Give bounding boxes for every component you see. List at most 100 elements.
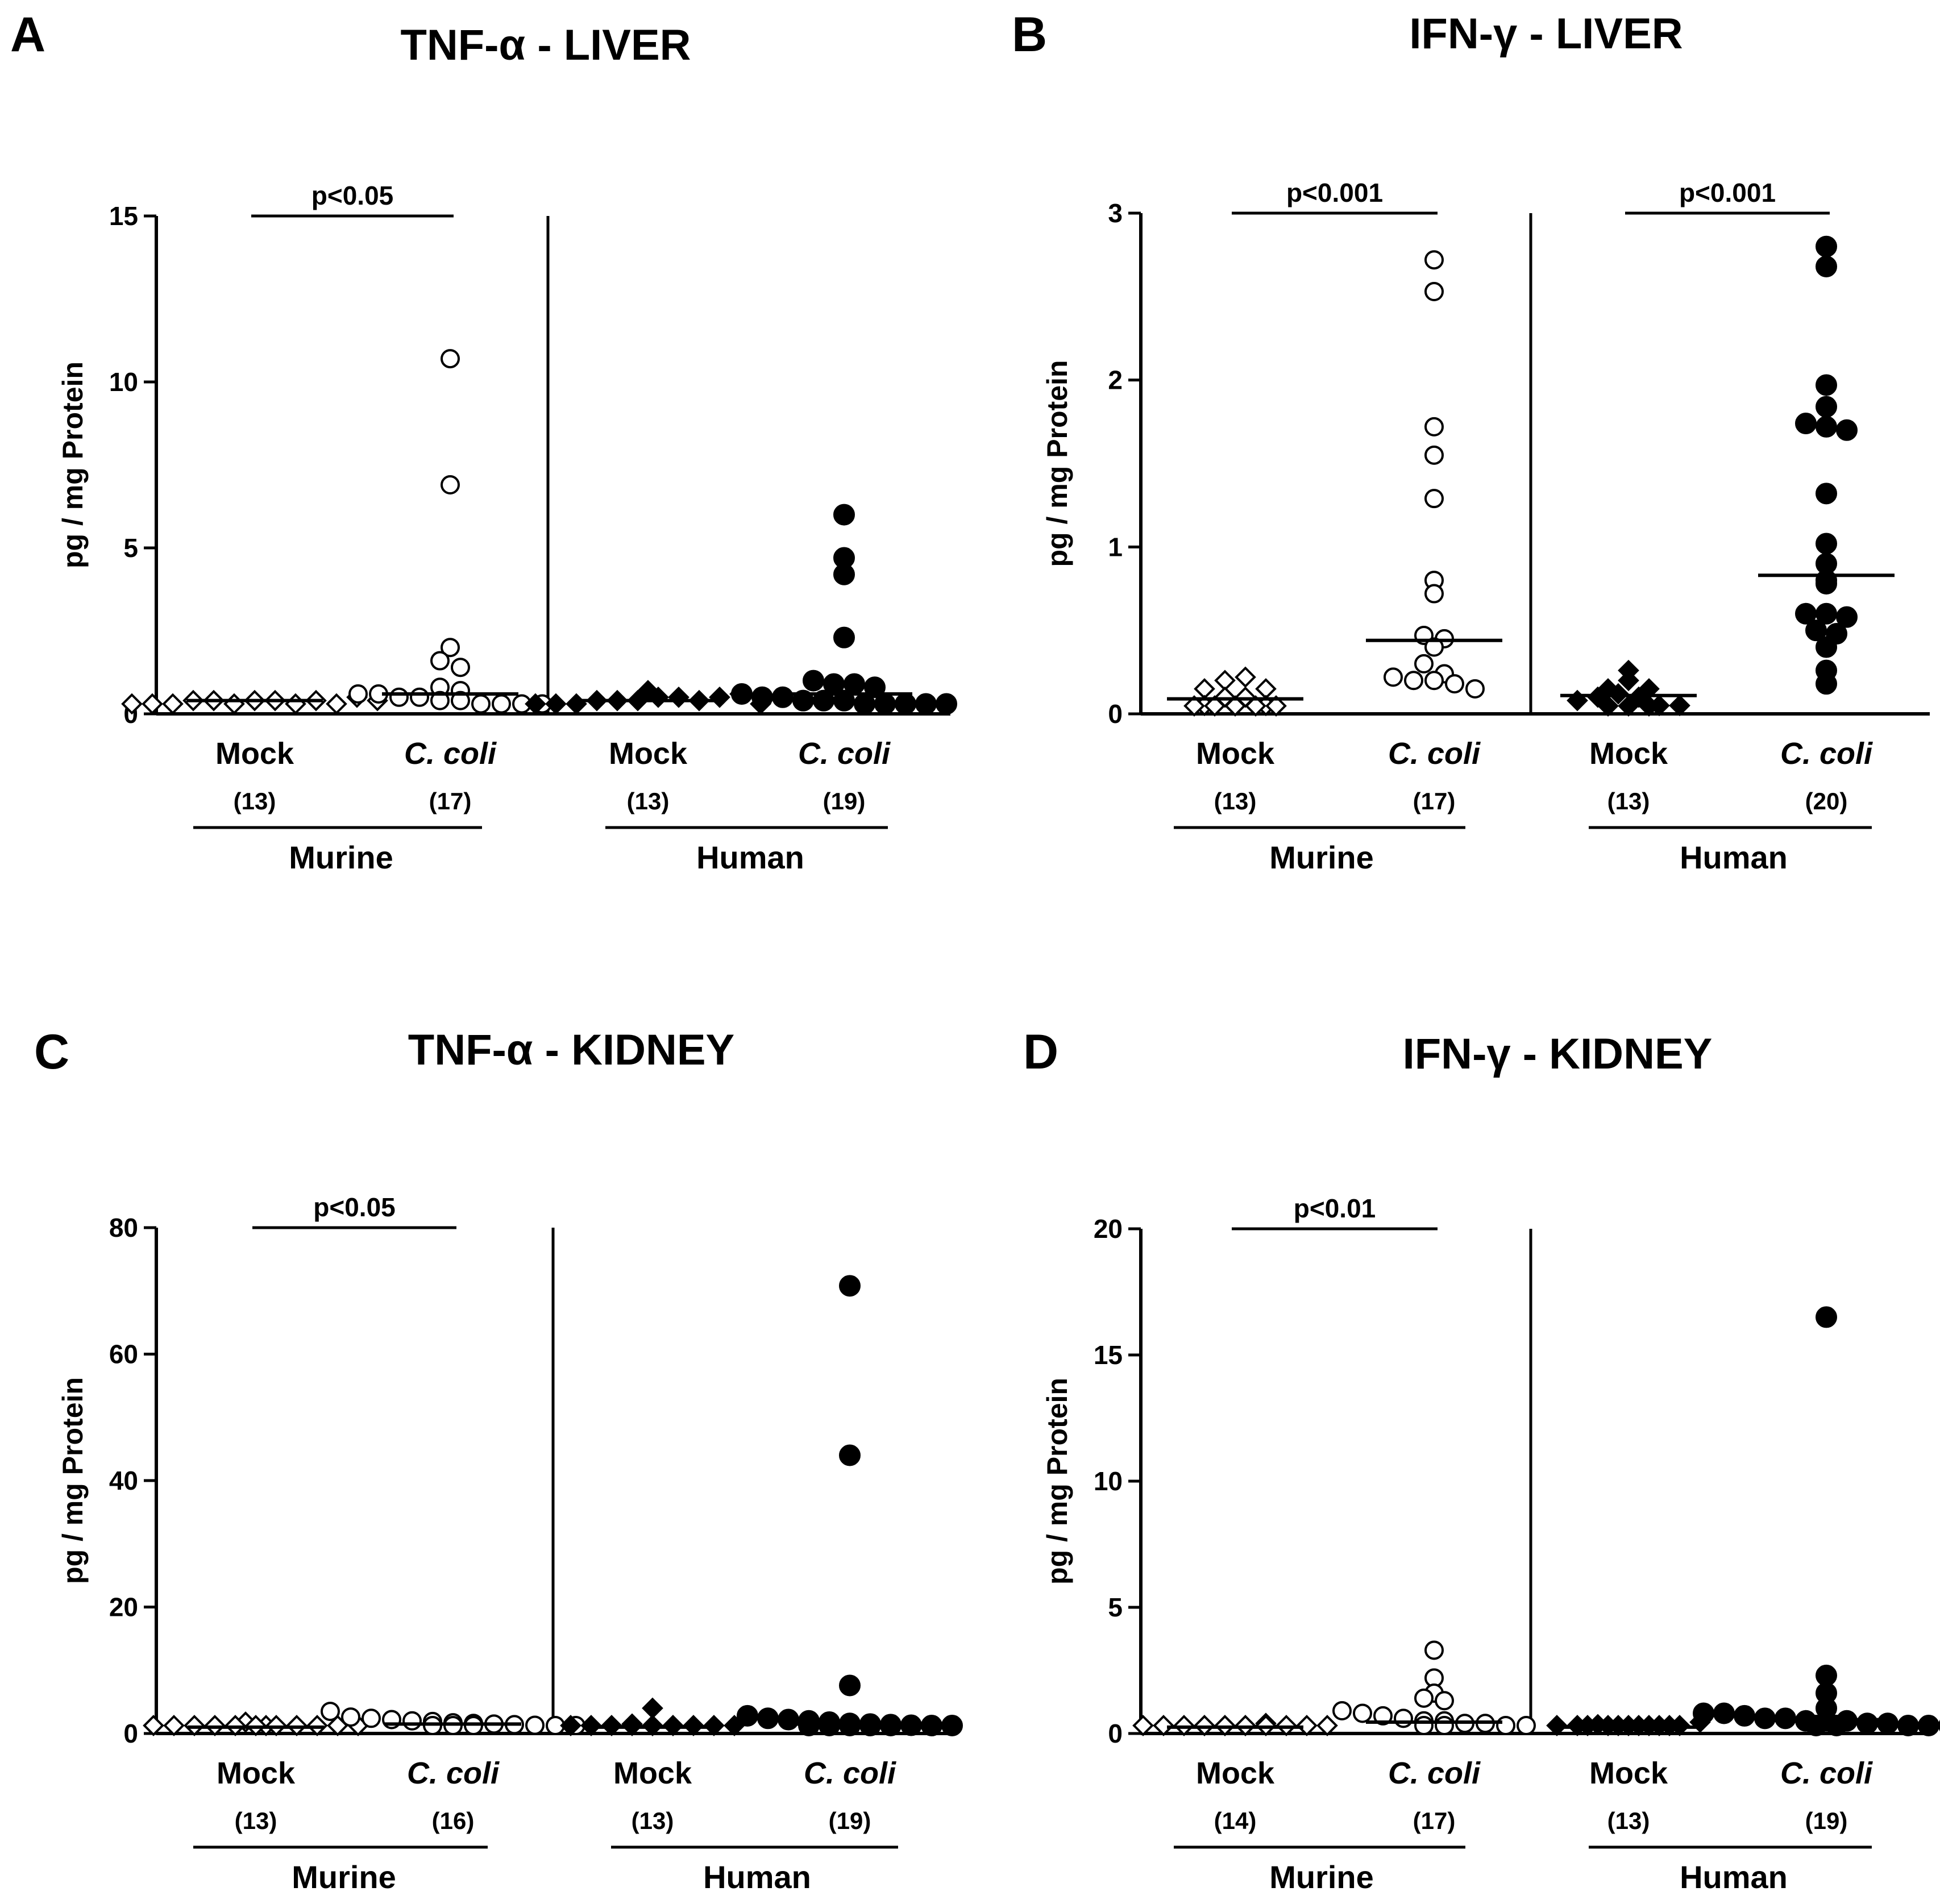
data-point-circle (1414, 1688, 1434, 1708)
data-point-circle (1332, 1701, 1352, 1721)
group-count: (19) (829, 1807, 871, 1834)
group-2: Mock (13) (1546, 1711, 1711, 1834)
data-point-circle (1496, 1716, 1515, 1735)
data-point-circle (895, 693, 916, 715)
y-tick-label: 40 (109, 1466, 138, 1495)
y-axis-label: pg / mg Protein (57, 1377, 89, 1584)
data-point-diamond (1597, 695, 1619, 717)
data-point-diamond (1669, 695, 1690, 717)
data-point-diamond (326, 693, 347, 715)
group-count: (14) (1214, 1807, 1257, 1834)
data-point-circle (1424, 489, 1444, 509)
group-label: Mock (1196, 737, 1275, 771)
data-point-circle (839, 1444, 861, 1466)
data-point-circle (1424, 671, 1444, 691)
host-label: Human (703, 1859, 811, 1895)
group-label: C. coli (1388, 1756, 1481, 1790)
group-label: Mock (215, 737, 294, 771)
data-point-circle (430, 691, 450, 710)
group-3: C. coli (19) (731, 504, 957, 814)
data-point-circle (441, 475, 460, 495)
data-point-circle (1465, 679, 1485, 699)
data-point-diamond (560, 1715, 581, 1736)
data-point-circle (1373, 1706, 1393, 1726)
y-tick-label: 0 (1108, 699, 1123, 729)
y-tick-label: 0 (1108, 1719, 1123, 1748)
group-count: (17) (1413, 1807, 1456, 1834)
data-point-circle (1424, 417, 1444, 436)
data-point-circle (471, 694, 491, 714)
data-point-circle (1816, 235, 1837, 257)
data-point-circle (1805, 620, 1827, 642)
data-point-circle (1816, 636, 1837, 658)
data-point-diamond (1618, 670, 1639, 692)
data-point-circle (451, 691, 470, 710)
y-tick-label: 5 (1108, 1593, 1123, 1622)
data-point-diamond (162, 693, 184, 715)
data-point-circle (1816, 483, 1837, 505)
group-1: C. coli (17) (348, 349, 552, 814)
data-point-circle (1693, 1702, 1714, 1724)
group-count: (16) (432, 1807, 475, 1834)
data-point-circle (410, 687, 429, 707)
group-label: C. coli (804, 1756, 896, 1790)
data-point-circle (737, 1705, 758, 1727)
group-3: C. coli (19) (1693, 1306, 1940, 1834)
data-point-circle (1424, 584, 1444, 604)
data-point-circle (1877, 1712, 1899, 1735)
data-point-circle (1424, 637, 1444, 657)
data-point-circle (1445, 674, 1464, 694)
data-point-circle (402, 1711, 422, 1731)
host-label: Human (1680, 1859, 1788, 1895)
pvalue-label: p<0.001 (1286, 178, 1383, 207)
group-count: (19) (823, 788, 866, 814)
pvalue-label: p<0.05 (313, 1192, 396, 1222)
host-label: Murine (1269, 1859, 1374, 1895)
panel-letter: D (1023, 1025, 1058, 1079)
data-point-circle (441, 349, 460, 369)
data-point-circle (1856, 1712, 1878, 1735)
y-tick-label: 10 (109, 367, 138, 397)
y-axis-label: pg / mg Protein (1041, 360, 1073, 567)
group-count: (13) (1607, 788, 1650, 814)
pvalue-label: p<0.05 (311, 181, 394, 210)
group-label: C. coli (1388, 737, 1481, 771)
pvalue-label: p<0.001 (1679, 178, 1776, 207)
group-count: (13) (1607, 1807, 1650, 1834)
data-point-circle (321, 1702, 340, 1722)
data-point-circle (833, 504, 855, 526)
panel-title: IFN-γ - LIVER (1409, 10, 1683, 58)
host-label: Murine (292, 1859, 396, 1895)
data-point-circle (803, 670, 824, 692)
data-point-diamond (1235, 666, 1256, 688)
data-point-circle (1816, 255, 1837, 277)
data-point-circle (1918, 1715, 1939, 1736)
data-point-diamond (1245, 695, 1266, 717)
host-label: Murine (1269, 839, 1374, 875)
group-2: Mock (13) (560, 1697, 745, 1834)
data-point-circle (1816, 396, 1837, 418)
panel-b: B IFN-γ - LIVER 0 1 2 3 pg / mg Protein Mock (13… (1012, 7, 1930, 875)
data-point-diamond (709, 686, 730, 708)
data-point-circle (1816, 415, 1837, 438)
data-point-circle (1816, 1664, 1837, 1686)
pvalue-label: p<0.01 (1294, 1194, 1376, 1223)
y-tick-label: 20 (1094, 1214, 1123, 1244)
data-point-diamond (1183, 695, 1205, 717)
data-point-diamond (525, 693, 546, 715)
data-point-diamond (223, 693, 245, 715)
y-tick-label: 5 (123, 533, 138, 563)
y-tick-label: 20 (109, 1593, 138, 1622)
group-label: C. coli (404, 737, 497, 771)
y-tick-label: 15 (1094, 1340, 1123, 1370)
data-point-circle (362, 1708, 381, 1728)
group-label: Mock (1589, 1756, 1668, 1790)
panel-c: C TNF-α - KIDNEY 0 20 40 60 80 pg / mg Protein M… (34, 1025, 963, 1895)
data-point-circle (1816, 1306, 1837, 1328)
data-point-circle (915, 693, 937, 715)
data-point-circle (341, 1707, 360, 1727)
group-2: Mock (13) (525, 680, 771, 814)
group-label: C. coli (407, 1756, 500, 1790)
data-point-circle (941, 1715, 963, 1736)
host-label: Human (696, 839, 804, 875)
